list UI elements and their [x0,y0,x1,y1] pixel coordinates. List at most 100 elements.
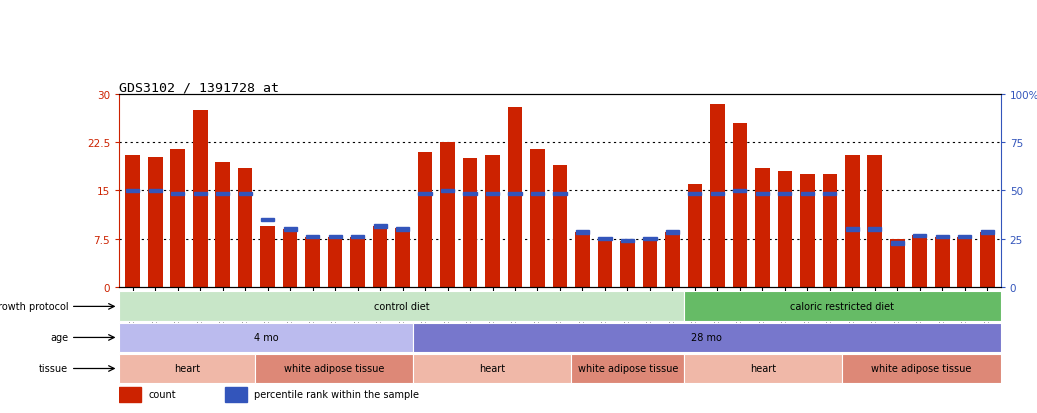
Bar [352,235,364,239]
Bar [508,108,523,287]
Bar [305,237,320,287]
Text: age: age [50,332,68,343]
Bar [554,192,566,196]
Bar [710,104,725,287]
Bar [413,323,1001,352]
Bar [193,111,207,287]
Bar [441,189,454,193]
Bar [148,158,163,287]
Bar [216,192,229,196]
Bar [598,237,612,241]
Bar [684,292,1001,321]
Bar [890,239,904,287]
Bar [171,192,185,196]
Bar [733,189,747,193]
Bar [665,233,679,287]
Text: heart: heart [174,363,200,374]
Bar [620,241,635,287]
Bar [464,192,477,196]
Bar [958,235,972,239]
Bar [351,237,365,287]
Bar [306,235,319,239]
Text: white adipose tissue: white adipose tissue [284,363,384,374]
Text: count: count [148,389,176,399]
Bar [119,292,684,321]
Bar [372,226,388,287]
Bar [935,235,949,239]
Text: GDS3102 / 1391728_at: GDS3102 / 1391728_at [119,81,279,94]
Bar [957,237,972,287]
Bar [621,239,634,243]
Bar [643,239,657,287]
Bar [822,175,837,287]
Bar [571,354,684,383]
Bar [684,354,842,383]
Text: control diet: control diet [374,301,429,312]
Bar [643,237,656,241]
Bar [508,192,522,196]
Bar [914,234,926,237]
Bar [255,354,413,383]
Bar [913,236,927,287]
Bar [935,237,950,287]
Text: 4 mo: 4 mo [254,332,279,343]
Bar [260,226,275,287]
Bar [801,192,814,196]
Bar [194,192,206,196]
Bar [441,143,455,287]
Bar [800,175,815,287]
Bar [980,233,994,287]
Bar [891,242,904,245]
Bar [148,189,162,193]
Bar [463,159,477,287]
Bar [842,354,1001,383]
Text: percentile rank within the sample: percentile rank within the sample [254,389,419,399]
Bar [778,172,792,287]
Bar [119,323,413,352]
Bar [553,165,567,287]
Bar [373,224,387,228]
Bar [261,218,274,222]
Text: white adipose tissue: white adipose tissue [578,363,678,374]
Bar [127,189,139,193]
Bar [576,233,590,287]
Bar [170,150,185,287]
Bar [328,237,342,287]
Bar [486,192,499,196]
Bar [239,192,252,196]
Bar [755,169,769,287]
Bar [225,387,247,401]
Bar [576,231,589,235]
Text: heart: heart [479,363,505,374]
Bar [845,156,860,287]
Text: tissue: tissue [39,363,68,374]
Bar [756,192,768,196]
Bar [710,192,724,196]
Bar [283,229,298,287]
Bar [237,169,252,287]
Text: white adipose tissue: white adipose tissue [871,363,972,374]
Text: heart: heart [751,363,777,374]
Bar [419,192,431,196]
Bar [530,150,544,287]
Bar [531,192,544,196]
Bar [413,354,571,383]
Text: 28 mo: 28 mo [692,332,723,343]
Bar [823,192,837,196]
Bar [981,231,993,235]
Bar [125,156,140,287]
Bar [395,228,410,287]
Bar [119,354,255,383]
Bar [396,228,410,231]
Bar [418,152,432,287]
Bar [597,239,612,287]
Bar [216,162,230,287]
Bar [119,387,141,401]
Bar [868,156,882,287]
Text: growth protocol: growth protocol [0,301,68,312]
Text: caloric restricted diet: caloric restricted diet [790,301,895,312]
Bar [283,228,297,231]
Bar [689,192,701,196]
Bar [329,235,342,239]
Bar [868,228,881,231]
